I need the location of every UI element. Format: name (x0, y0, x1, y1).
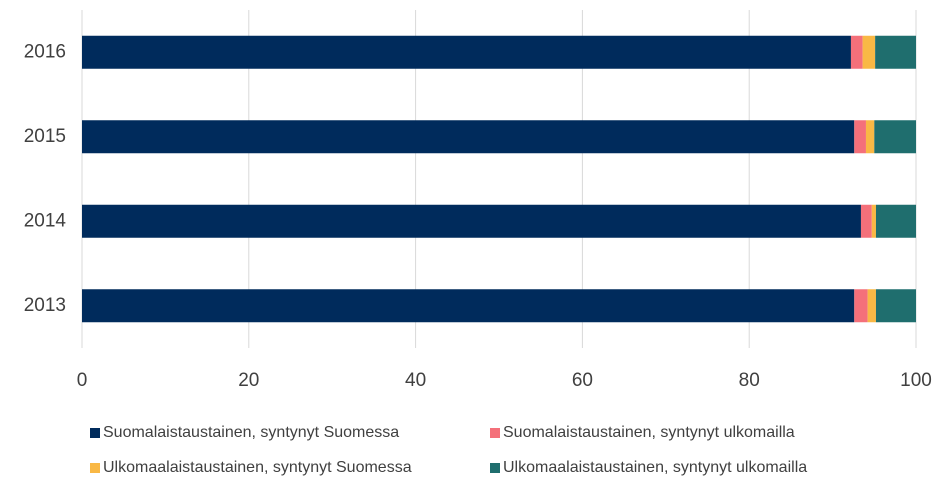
x-tick-label: 0 (77, 370, 88, 391)
y-tick-label: 2015 (24, 126, 66, 147)
y-tick-label: 2013 (24, 295, 66, 316)
x-tick-label: 40 (405, 370, 426, 391)
bar-segment (854, 120, 866, 154)
x-tick-label: 20 (238, 370, 259, 391)
bar-segment (875, 35, 916, 69)
legend-label: Ulkomaalaistaustainen, syntynyt Suomessa (103, 459, 412, 476)
bar-segment (860, 204, 872, 238)
bar-segment (871, 204, 876, 238)
bar-segment (82, 120, 855, 154)
legend-swatch (490, 463, 500, 473)
bar-segment (850, 35, 863, 69)
bar-segment (867, 289, 876, 323)
legend-label: Ulkomaalaistaustainen, syntynyt ulkomail… (503, 459, 807, 476)
bar-segment (82, 204, 861, 238)
x-tick-label: 60 (572, 370, 593, 391)
bar-segment (82, 35, 851, 69)
bar-segment (854, 289, 868, 323)
legend-swatch (90, 428, 100, 438)
bar-segment (82, 289, 855, 323)
legend-swatch (490, 428, 500, 438)
legend-swatch (90, 463, 100, 473)
bar-segment (865, 120, 875, 154)
x-tick-label: 80 (739, 370, 760, 391)
bar-segment (875, 289, 916, 323)
legend-label: Suomalaistaustainen, syntynyt Suomessa (103, 424, 399, 441)
x-tick-label: 100 (900, 370, 932, 391)
bar-segment (874, 120, 916, 154)
legend-label: Suomalaistaustainen, syntynyt ulkomailla (503, 424, 795, 441)
y-tick-label: 2016 (24, 41, 66, 62)
bar-segment (862, 35, 876, 69)
y-tick-label: 2014 (24, 210, 67, 231)
bar-segment (875, 204, 916, 238)
